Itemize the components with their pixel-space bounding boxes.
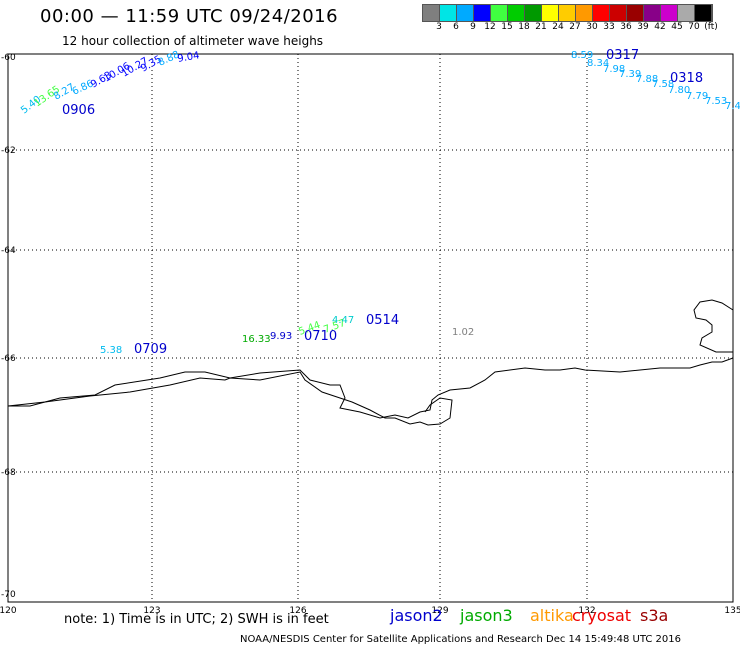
color-scale-label: 6 xyxy=(453,22,459,32)
wave-height-value: 7.88 xyxy=(636,74,658,85)
coastline-east xyxy=(693,299,734,353)
color-scale-swatch xyxy=(627,5,644,21)
legend-item-cryosat: cryosat xyxy=(572,606,632,625)
color-scale-label: 36 xyxy=(620,22,632,32)
pass-time-label: 0514 xyxy=(366,313,399,328)
page-title: 00:00 — 11:59 UTC 09/24/2016 xyxy=(40,6,339,27)
grid-lines xyxy=(8,54,733,602)
color-scale-swatch xyxy=(695,5,712,21)
x-tick-label: 123 xyxy=(143,606,160,616)
legend-item-altika: altika xyxy=(530,606,574,625)
color-scale-swatch xyxy=(474,5,491,21)
wave-height-value: 7.79 xyxy=(686,91,708,102)
page-subtitle: 12 hour collection of altimeter wave hei… xyxy=(62,34,324,48)
color-scale-swatch xyxy=(440,5,457,21)
color-scale xyxy=(422,4,713,22)
wave-height-value: 9.93 xyxy=(270,331,292,342)
y-tick-label: -64 xyxy=(1,246,16,256)
color-scale-swatch xyxy=(457,5,474,21)
map-frame xyxy=(7,53,734,603)
wave-height-value: 8.59 xyxy=(571,50,593,61)
pass-time-label: 0709 xyxy=(134,342,167,357)
x-tick-label: 135 xyxy=(724,606,740,616)
legend-item-s3a: s3a xyxy=(640,606,669,625)
color-scale-label: 33 xyxy=(603,22,615,32)
y-tick-label: -66 xyxy=(1,354,16,364)
x-tick-label: 132 xyxy=(578,606,595,616)
color-scale-swatch xyxy=(610,5,627,21)
axis-ticks: 120 123 126 129 132 135 -60 -62 -64 -66 -68 -70 xyxy=(0,53,740,616)
color-scale-swatch xyxy=(661,5,678,21)
color-scale-label: 27 xyxy=(569,22,581,32)
wave-height-value: 7.53 xyxy=(705,96,727,107)
color-scale-swatch xyxy=(576,5,593,21)
y-tick-label: -62 xyxy=(1,146,16,156)
color-scale-label: 24 xyxy=(552,22,564,32)
note-text: note: 1) Time is in UTC; 2) SWH is in fe… xyxy=(64,612,329,627)
y-tick-label: -70 xyxy=(1,590,16,600)
color-scale-label: 39 xyxy=(637,22,649,32)
wave-height-value: 7.58 xyxy=(652,79,674,90)
wave-height-value: 1.02 xyxy=(452,327,474,338)
wave-height-labels: 5.4013.658.276.869.6310.0610.279.358.889… xyxy=(19,48,740,357)
legend-item-jason3: jason3 xyxy=(460,606,513,625)
coastline-island xyxy=(7,371,453,426)
color-scale-label: 12 xyxy=(484,22,496,32)
legend-item-jason2: jason2 xyxy=(390,606,443,625)
color-scale-swatch xyxy=(508,5,525,21)
pass-time-label: 0318 xyxy=(670,71,703,86)
coastline xyxy=(8,357,734,419)
wave-height-value: 9.04 xyxy=(177,50,201,65)
color-scale-label: 45 xyxy=(671,22,683,32)
x-tick-label: 120 xyxy=(0,606,17,616)
x-tick-label: 126 xyxy=(289,606,306,616)
wave-height-value: 8.34 xyxy=(587,58,609,69)
color-scale-swatch xyxy=(644,5,661,21)
color-scale-label: 9 xyxy=(470,22,476,32)
color-scale-label: 18 xyxy=(518,22,530,32)
pass-time-label: 0710 xyxy=(304,329,337,344)
wave-height-value: 7.80 xyxy=(668,85,690,96)
wave-height-value: 7.39 xyxy=(619,69,641,80)
color-scale-swatch xyxy=(525,5,542,21)
wave-height-value: 7.4 xyxy=(725,101,740,112)
color-scale-label: 42 xyxy=(654,22,666,32)
wave-height-value: 4.47 xyxy=(332,315,354,326)
y-tick-label: -68 xyxy=(1,468,16,478)
color-scale-label: 15 xyxy=(501,22,513,32)
color-scale-label: 70 xyxy=(688,22,700,32)
color-scale-swatch xyxy=(491,5,508,21)
x-tick-label: 129 xyxy=(431,606,448,616)
color-scale-label: 3 xyxy=(436,22,442,32)
color-scale-label: 21 xyxy=(535,22,547,32)
pass-time-label: 0906 xyxy=(62,103,95,118)
color-scale-label: (ft) xyxy=(704,22,718,32)
wave-height-value: 16.33 xyxy=(242,334,271,345)
footer-credit: NOAA/NESDIS Center for Satellite Applica… xyxy=(240,634,682,645)
color-scale-swatch xyxy=(542,5,559,21)
color-scale-label: 30 xyxy=(586,22,598,32)
wave-height-value: 7.98 xyxy=(603,64,625,75)
color-scale-swatch xyxy=(678,5,695,21)
color-scale-swatch xyxy=(593,5,610,21)
wave-height-value: 5.38 xyxy=(100,345,122,356)
color-scale-swatch xyxy=(423,5,440,21)
y-tick-label: -60 xyxy=(1,53,16,63)
pass-time-label: 0317 xyxy=(606,48,639,63)
color-scale-swatch xyxy=(559,5,576,21)
